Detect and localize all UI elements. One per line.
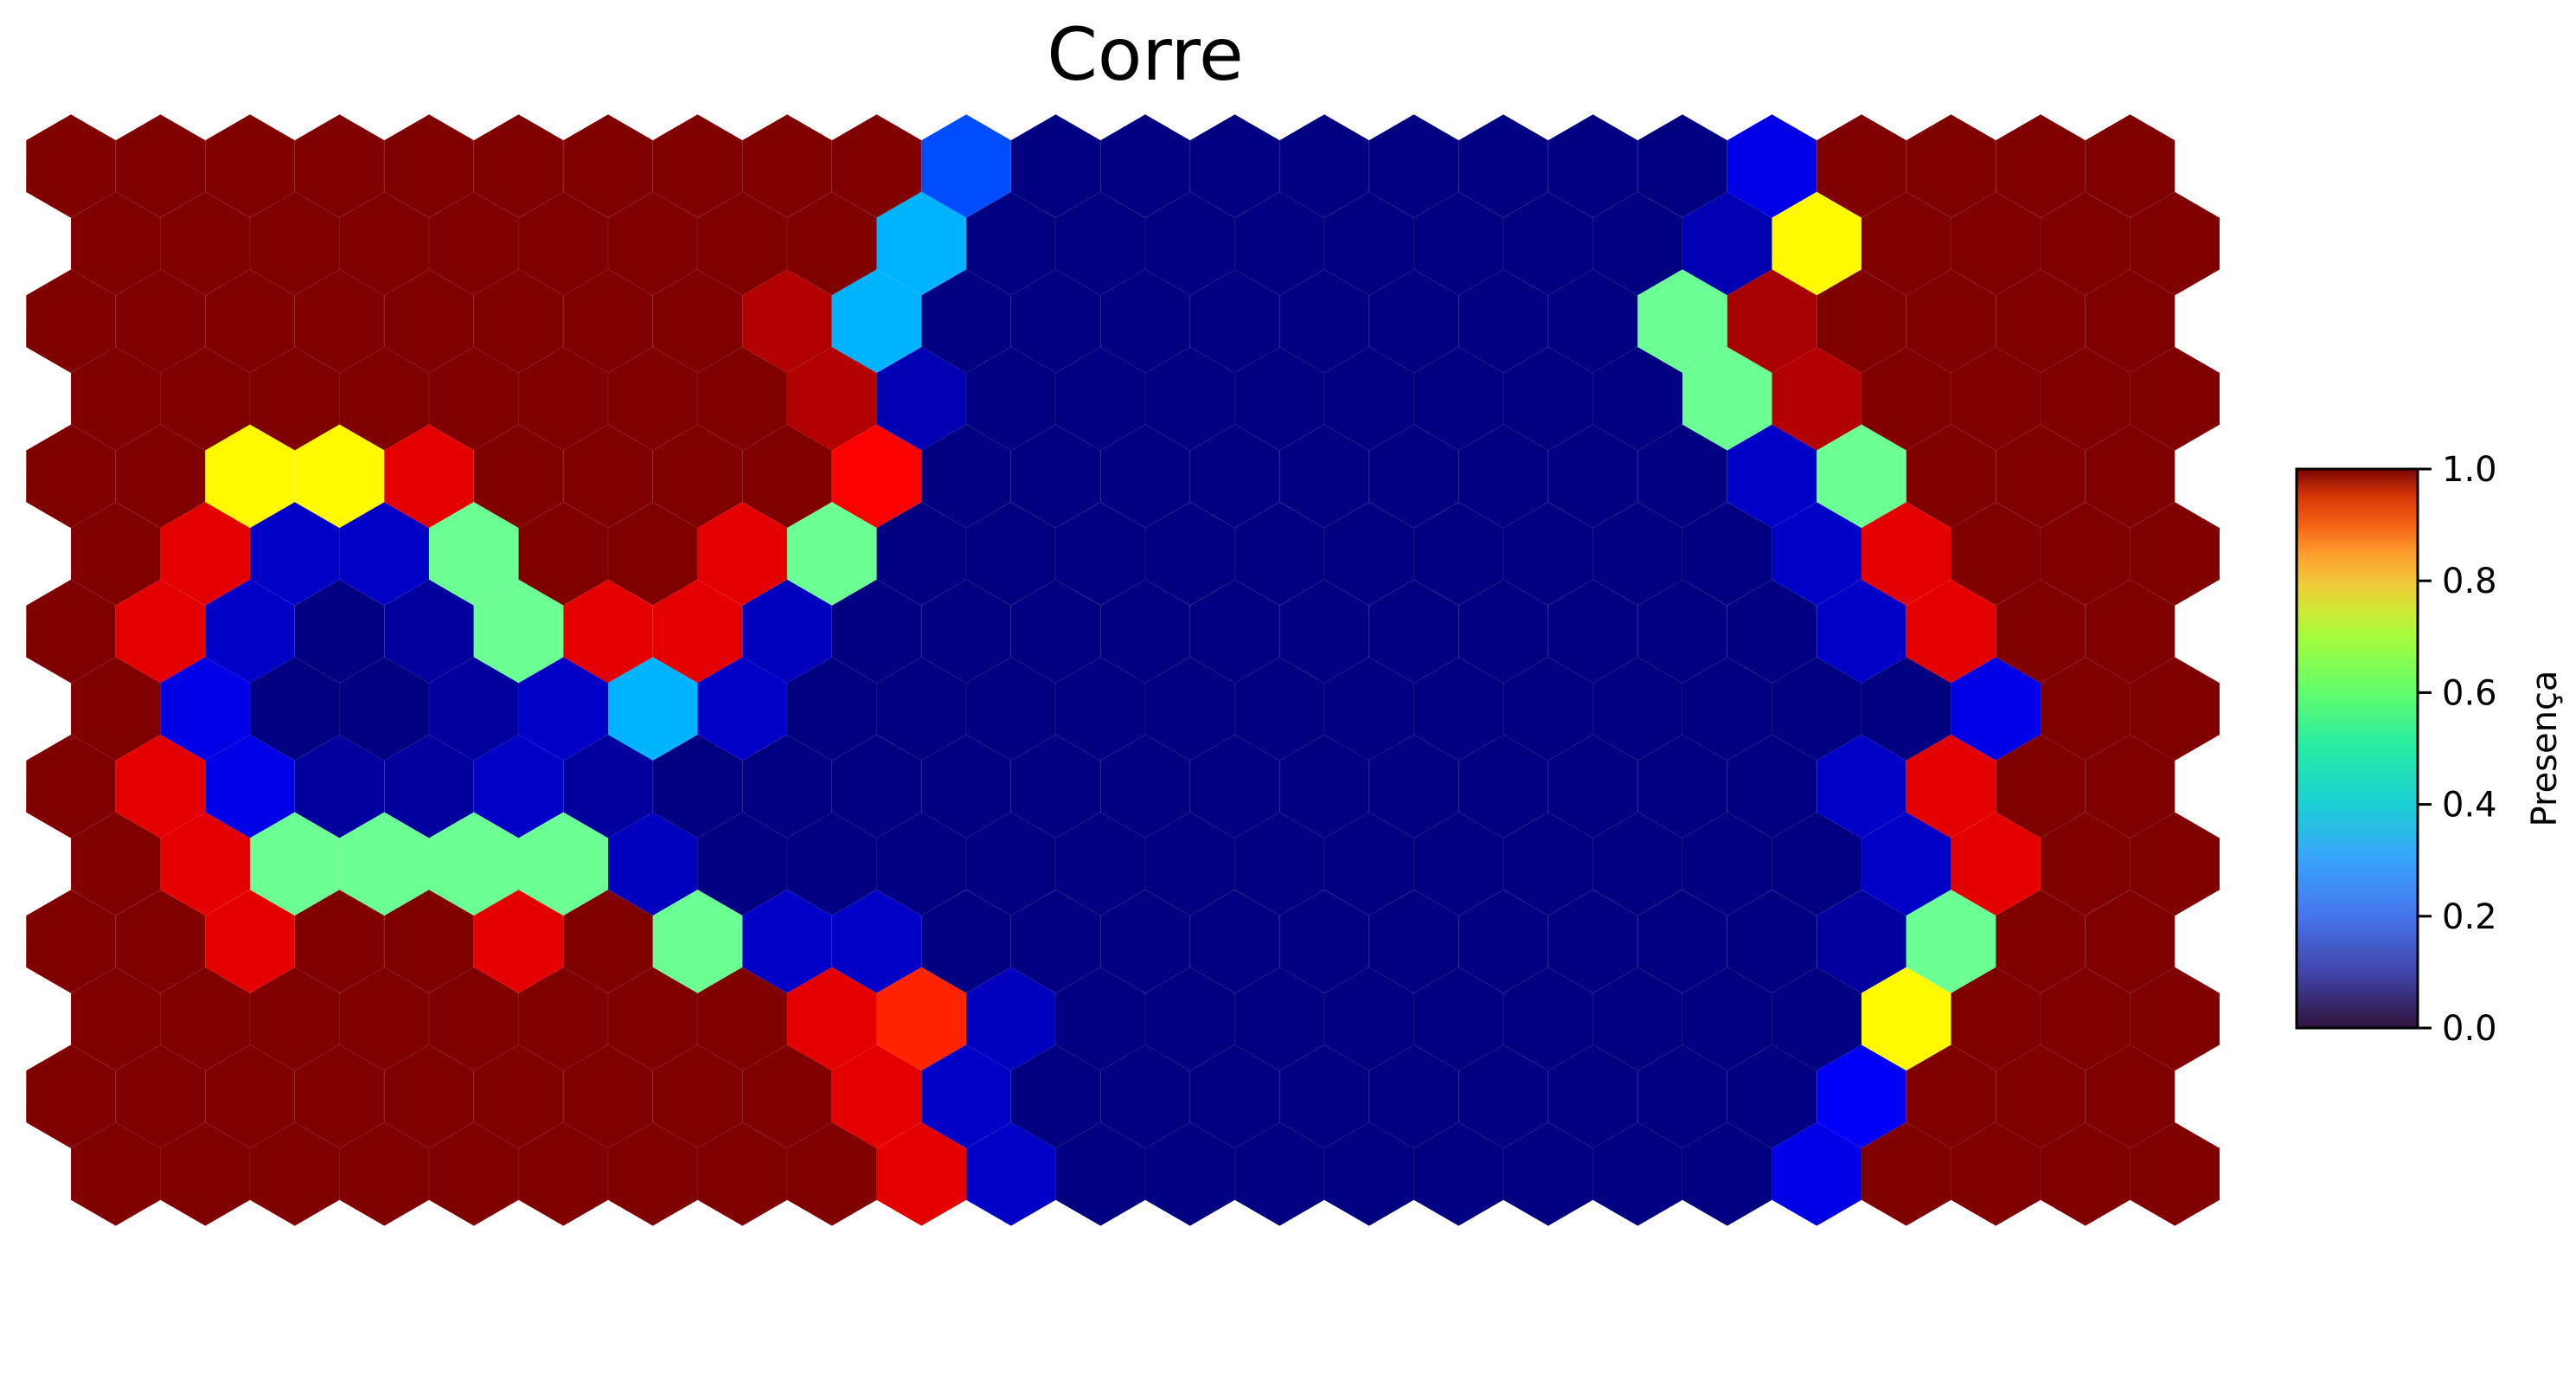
colorbar-tick-label: 0.2 xyxy=(2442,897,2497,937)
colorbar-gradient xyxy=(2295,467,2419,1030)
hex-grid xyxy=(25,113,2220,1227)
colorbar-label: Presença xyxy=(2525,671,2565,827)
colorbar-tick-label: 0.8 xyxy=(2442,562,2497,601)
hex-cell xyxy=(2130,1121,2220,1227)
colorbar-tick-label: 0.6 xyxy=(2442,673,2497,713)
colorbar-tick-label: 1.0 xyxy=(2442,450,2497,490)
colorbar-tick-label: 0.4 xyxy=(2442,786,2497,826)
colorbar: 0.0 0.2 0.4 0.6 0.8 1.0 Presença xyxy=(2295,450,2565,1049)
chart-title: Corre xyxy=(1047,12,1243,97)
colorbar-tick-label: 0.0 xyxy=(2442,1009,2497,1049)
